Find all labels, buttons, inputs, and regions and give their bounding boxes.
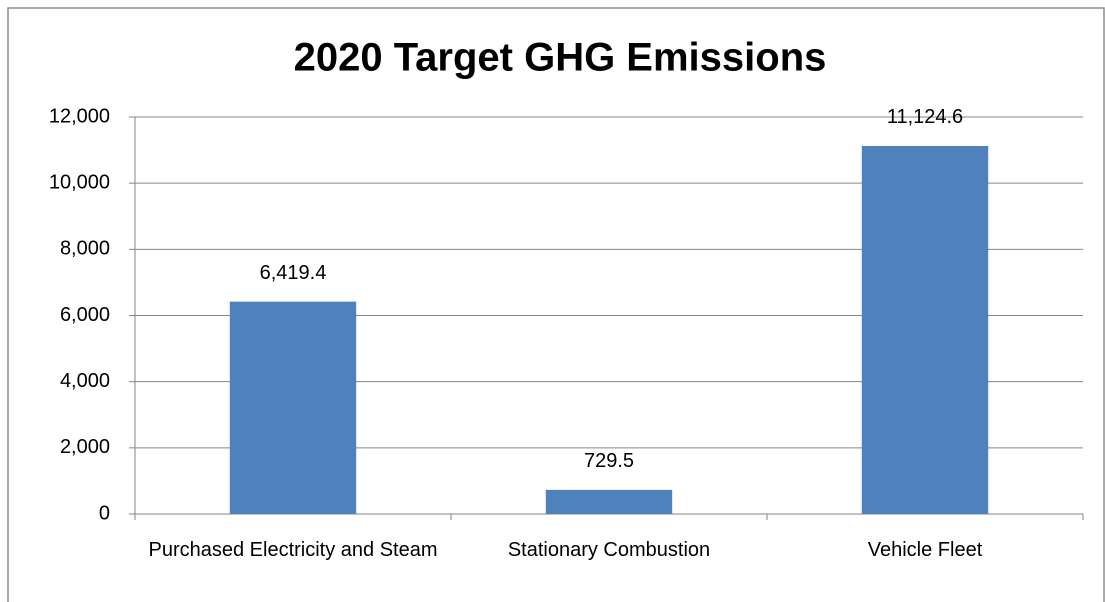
x-tick-label: Vehicle Fleet bbox=[867, 539, 983, 561]
chart-border bbox=[7, 7, 1105, 602]
bar bbox=[229, 301, 357, 514]
bar bbox=[545, 489, 673, 514]
data-label: 729.5 bbox=[584, 450, 634, 472]
y-tick-label: 2,000 bbox=[60, 436, 110, 458]
y-tick-label: 8,000 bbox=[60, 238, 110, 260]
y-tick-label: 10,000 bbox=[49, 171, 110, 193]
bar bbox=[861, 145, 989, 514]
x-tick-label: Stationary Combustion bbox=[507, 539, 711, 561]
x-tick-label: Purchased Electricity and Steam bbox=[148, 539, 438, 561]
data-label: 6,419.4 bbox=[260, 262, 327, 284]
y-tick-label: 4,000 bbox=[60, 370, 110, 392]
data-label: 11,124.6 bbox=[887, 106, 963, 128]
y-tick-label: 0 bbox=[99, 502, 110, 524]
y-tick-label: 12,000 bbox=[49, 105, 110, 127]
y-tick-label: 6,000 bbox=[60, 304, 110, 326]
chart-title: 2020 Target GHG Emissions bbox=[294, 36, 827, 80]
